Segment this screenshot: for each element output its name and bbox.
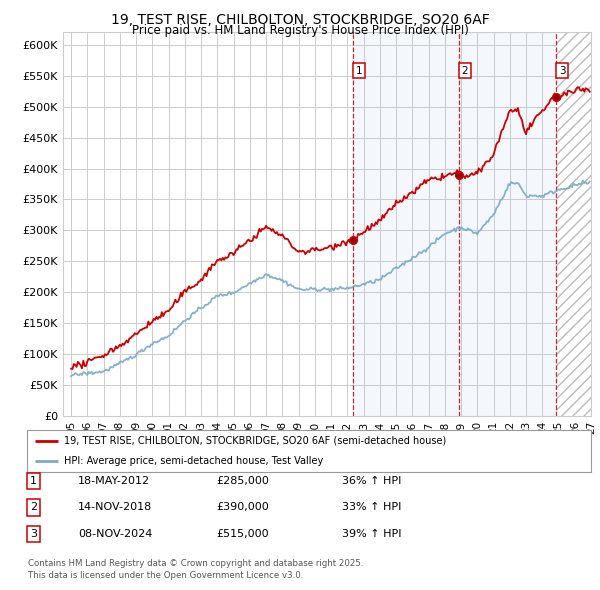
Text: 19, TEST RISE, CHILBOLTON, STOCKBRIDGE, SO20 6AF: 19, TEST RISE, CHILBOLTON, STOCKBRIDGE, … xyxy=(110,13,490,27)
Bar xyxy=(459,32,556,416)
Text: HPI: Average price, semi-detached house, Test Valley: HPI: Average price, semi-detached house,… xyxy=(64,455,323,466)
Text: 1: 1 xyxy=(30,476,37,486)
Text: This data is licensed under the Open Government Licence v3.0.: This data is licensed under the Open Gov… xyxy=(28,571,303,579)
Text: 14-NOV-2018: 14-NOV-2018 xyxy=(78,503,152,512)
Text: 2: 2 xyxy=(30,503,37,512)
Bar xyxy=(353,32,459,416)
Text: 33% ↑ HPI: 33% ↑ HPI xyxy=(342,503,401,512)
Text: £515,000: £515,000 xyxy=(216,529,269,539)
Text: 39% ↑ HPI: 39% ↑ HPI xyxy=(342,529,401,539)
Text: Price paid vs. HM Land Registry's House Price Index (HPI): Price paid vs. HM Land Registry's House … xyxy=(131,24,469,37)
Text: £390,000: £390,000 xyxy=(216,503,269,512)
Text: Contains HM Land Registry data © Crown copyright and database right 2025.: Contains HM Land Registry data © Crown c… xyxy=(28,559,363,568)
Text: 1: 1 xyxy=(356,66,362,76)
Bar xyxy=(556,32,591,416)
Text: 36% ↑ HPI: 36% ↑ HPI xyxy=(342,476,401,486)
Text: 3: 3 xyxy=(30,529,37,539)
Text: 18-MAY-2012: 18-MAY-2012 xyxy=(78,476,150,486)
Text: 2: 2 xyxy=(461,66,468,76)
Text: 19, TEST RISE, CHILBOLTON, STOCKBRIDGE, SO20 6AF (semi-detached house): 19, TEST RISE, CHILBOLTON, STOCKBRIDGE, … xyxy=(64,436,446,446)
Text: £285,000: £285,000 xyxy=(216,476,269,486)
Text: 3: 3 xyxy=(559,66,565,76)
Text: 08-NOV-2024: 08-NOV-2024 xyxy=(78,529,152,539)
Bar xyxy=(556,32,591,416)
